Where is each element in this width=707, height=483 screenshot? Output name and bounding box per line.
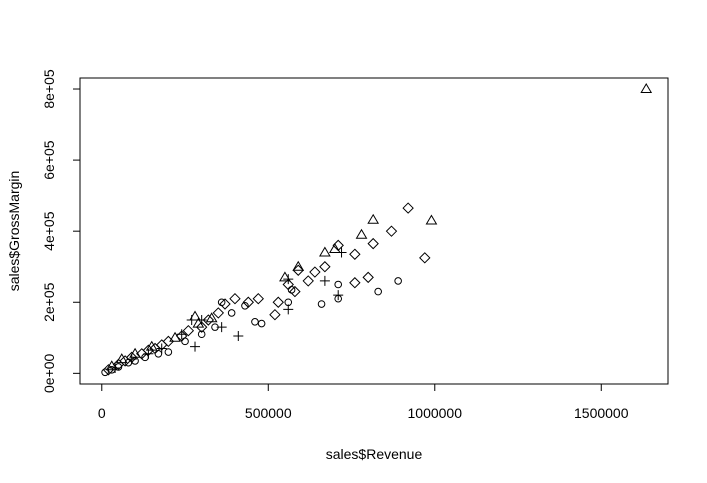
- point: [101, 368, 109, 377]
- x-tick-label: 0: [98, 405, 106, 421]
- point: [182, 324, 195, 337]
- plot-box: [79, 77, 669, 385]
- point: [319, 261, 331, 273]
- point: [219, 298, 231, 310]
- point: [186, 315, 197, 326]
- point: [176, 329, 187, 340]
- point: [216, 322, 227, 333]
- point: [164, 348, 173, 356]
- point: [287, 286, 296, 294]
- x-tick-label: 500000: [245, 405, 292, 421]
- point: [385, 225, 398, 237]
- point: [328, 242, 341, 253]
- point: [292, 260, 305, 271]
- point: [419, 252, 431, 264]
- point: [251, 318, 259, 326]
- y-tick-label: 8e+05: [41, 69, 57, 109]
- y-tick-label: 2e+05: [41, 282, 57, 322]
- point: [394, 277, 402, 285]
- point: [334, 280, 343, 289]
- point: [349, 248, 361, 260]
- point: [257, 319, 266, 328]
- point: [162, 335, 175, 348]
- point: [190, 341, 201, 352]
- point: [227, 309, 236, 317]
- point: [229, 292, 241, 305]
- point: [333, 290, 344, 301]
- point: [336, 247, 347, 258]
- point: [362, 271, 374, 284]
- y-tick-label: 0e+00: [41, 353, 57, 393]
- point: [272, 296, 284, 308]
- point: [349, 277, 361, 289]
- point: [355, 228, 368, 239]
- point: [292, 264, 304, 276]
- y-axis-label: sales$GrossMargin: [6, 171, 22, 292]
- point: [425, 214, 438, 225]
- point: [332, 239, 344, 252]
- point: [156, 343, 167, 354]
- point: [126, 354, 137, 365]
- y-tick-label: 6e+05: [41, 140, 57, 180]
- point: [196, 315, 207, 326]
- point: [202, 314, 215, 326]
- x-axis-label: sales$Revenue: [326, 446, 423, 462]
- point: [374, 287, 382, 296]
- point: [143, 348, 154, 359]
- point: [110, 363, 121, 374]
- point: [279, 271, 291, 282]
- point: [317, 300, 326, 308]
- point: [640, 83, 653, 94]
- point: [233, 331, 244, 342]
- point: [112, 358, 125, 371]
- point: [252, 292, 264, 305]
- point: [212, 307, 225, 319]
- point: [154, 349, 163, 358]
- point: [283, 304, 294, 315]
- point: [309, 266, 321, 278]
- point: [319, 275, 330, 286]
- point: [283, 274, 294, 285]
- point: [195, 321, 208, 333]
- x-tick-label: 1000000: [408, 405, 463, 421]
- x-tick-label: 1500000: [574, 405, 629, 421]
- point: [181, 337, 189, 346]
- point: [241, 302, 249, 310]
- point: [197, 330, 206, 339]
- y-tick-label: 4e+05: [41, 211, 57, 251]
- point: [269, 308, 281, 321]
- point: [217, 298, 226, 307]
- point: [289, 285, 301, 298]
- point: [302, 275, 314, 287]
- point: [367, 213, 380, 224]
- point: [402, 202, 414, 214]
- point: [319, 246, 331, 257]
- point: [367, 237, 379, 250]
